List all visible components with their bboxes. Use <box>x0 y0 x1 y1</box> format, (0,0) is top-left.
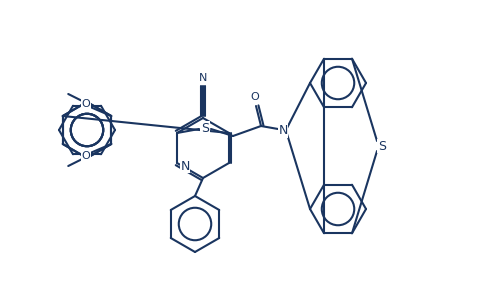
Text: O: O <box>250 92 259 102</box>
Text: N: N <box>180 159 190 173</box>
Text: S: S <box>378 139 386 152</box>
Text: O: O <box>82 151 91 161</box>
Text: O: O <box>82 99 91 109</box>
Text: N: N <box>199 73 207 83</box>
Text: N: N <box>279 125 288 137</box>
Text: S: S <box>201 122 209 134</box>
